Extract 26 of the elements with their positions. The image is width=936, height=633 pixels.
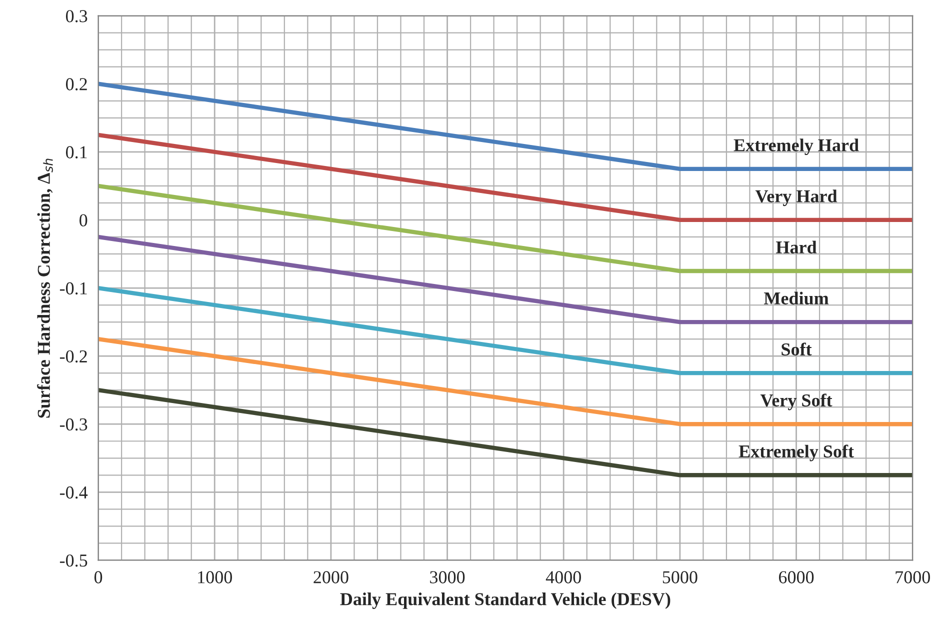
y-tick-label: -0.3 [60, 418, 88, 431]
x-tick-label: 6000 [778, 571, 814, 584]
series-label: Extremely Soft [738, 444, 854, 462]
series-label: Very Soft [760, 394, 832, 410]
series-label: Soft [782, 342, 812, 356]
y-tick-label: 0.3 [66, 10, 88, 22]
x-tick-label: 3000 [430, 571, 465, 584]
y-tick-label: -0.5 [60, 554, 88, 567]
y-tick-label: -0.1 [60, 282, 87, 295]
series-label: Medium [764, 292, 829, 305]
x-tick-label: 0 [94, 571, 102, 584]
y-tick-label: -0.2 [60, 350, 87, 363]
series-label: Hard [776, 240, 817, 254]
y-tick-label: -0.4 [60, 486, 88, 499]
x-tick-label: 5000 [662, 571, 698, 584]
y-tick-label: 0 [80, 214, 88, 226]
series-label: Extremely Hard [734, 138, 859, 156]
y-axis-title: Surface Hardness Correction, Δ$_{sh}$ [37, 158, 53, 418]
x-tick-label: 1000 [198, 571, 232, 584]
y-tick-label: 0.1 [66, 146, 87, 158]
series-label: Very Hard [755, 190, 838, 206]
x-tick-label: 7000 [896, 571, 930, 584]
y-tick-label: 0.2 [66, 78, 87, 90]
x-tick-label: 2000 [314, 571, 348, 584]
x-axis-title: Daily Equivalent Standard Vehicle (DESV) [340, 592, 670, 609]
x-tick-label: 4000 [546, 571, 581, 584]
